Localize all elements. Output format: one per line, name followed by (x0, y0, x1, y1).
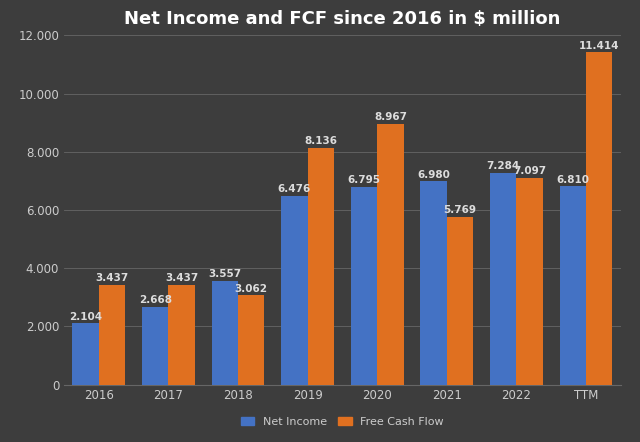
Text: 2.104: 2.104 (69, 312, 102, 322)
Text: 11.414: 11.414 (579, 41, 620, 51)
Bar (99, 285, 125, 385)
Text: 3.557: 3.557 (208, 269, 241, 279)
Text: 6.476: 6.476 (278, 184, 311, 194)
Bar (212, 281, 238, 385)
Bar (238, 295, 264, 385)
Text: 3.437: 3.437 (95, 273, 129, 283)
Bar (308, 148, 334, 385)
Title: Net Income and FCF since 2016 in $ million: Net Income and FCF since 2016 in $ milli… (124, 10, 561, 28)
Legend: Net Income, Free Cash Flow: Net Income, Free Cash Flow (236, 412, 449, 431)
Bar (351, 187, 377, 385)
Bar (490, 172, 516, 385)
Bar (559, 187, 586, 385)
Text: 2.668: 2.668 (139, 295, 172, 305)
Bar (72, 323, 99, 385)
Text: 6.795: 6.795 (348, 175, 380, 185)
Bar (168, 285, 195, 385)
Text: 7.097: 7.097 (513, 166, 546, 176)
Text: 3.437: 3.437 (165, 273, 198, 283)
Bar (586, 53, 612, 385)
Text: 3.062: 3.062 (235, 284, 268, 293)
Text: 5.769: 5.769 (444, 205, 477, 215)
Bar (377, 124, 404, 385)
Text: 8.967: 8.967 (374, 112, 407, 122)
Text: 6.980: 6.980 (417, 170, 450, 180)
Bar (447, 217, 473, 385)
Bar (142, 307, 168, 385)
Bar (420, 181, 447, 385)
Bar (516, 178, 543, 385)
Text: 7.284: 7.284 (486, 161, 520, 171)
Bar (281, 196, 308, 385)
Text: 6.810: 6.810 (556, 175, 589, 185)
Text: 8.136: 8.136 (305, 136, 337, 146)
